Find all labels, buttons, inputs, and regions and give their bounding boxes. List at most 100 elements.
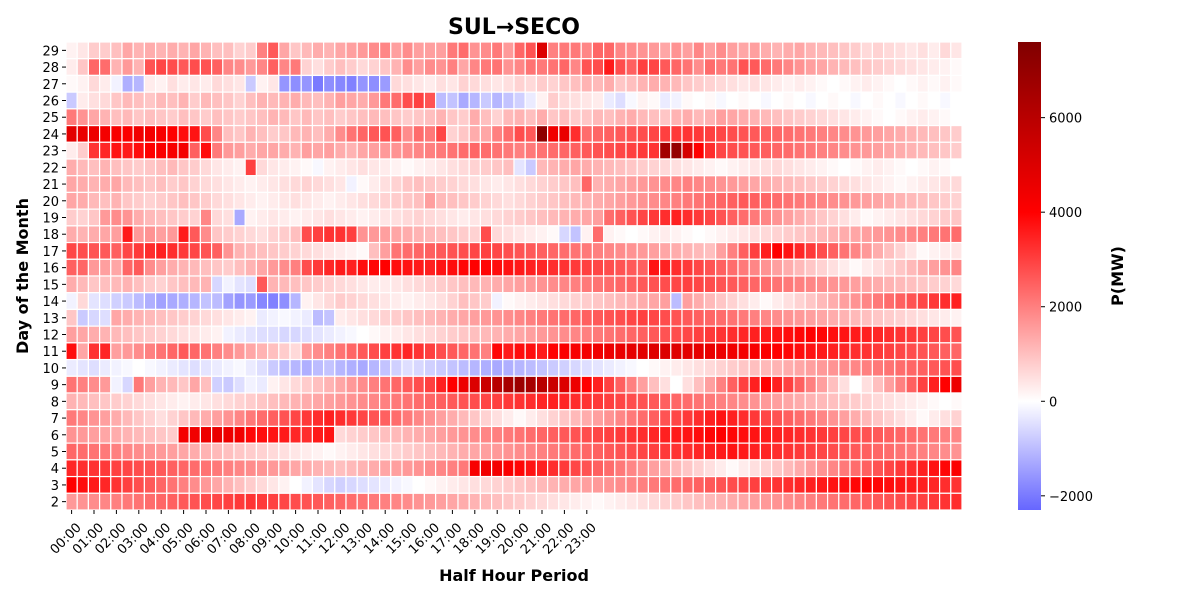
heatmap-cell [826, 208, 840, 227]
y-tick-label: 17 [42, 245, 59, 260]
heatmap-cell [950, 141, 963, 160]
heatmap-cell [793, 58, 806, 77]
heatmap-cell [625, 358, 638, 377]
heatmap-cell [367, 225, 381, 244]
heatmap-cell [401, 475, 414, 494]
heatmap-cell [390, 108, 403, 127]
heatmap-cell [132, 91, 145, 110]
heatmap-cell [401, 108, 414, 127]
heatmap-cell [233, 124, 246, 143]
heatmap-cell [255, 358, 269, 377]
heatmap-cell [479, 425, 493, 444]
heatmap-cell [916, 225, 930, 244]
heatmap-cell [289, 91, 302, 110]
heatmap-cell [938, 175, 952, 194]
heatmap-cell [737, 425, 750, 444]
heatmap-cell [905, 225, 918, 244]
heatmap-cell [401, 208, 414, 227]
heatmap-cell [726, 91, 739, 110]
heatmap-cell [233, 175, 246, 194]
heatmap-cell [491, 308, 504, 327]
heatmap-cell [65, 275, 78, 294]
heatmap-cell [289, 141, 302, 160]
heatmap-cell [681, 292, 694, 311]
heatmap-cell [457, 141, 470, 160]
heatmap-cell [860, 191, 874, 210]
heatmap-cell [681, 124, 694, 143]
heatmap-cell [513, 108, 526, 127]
heatmap-cell [199, 225, 213, 244]
heatmap-cell [491, 91, 504, 110]
heatmap-cell [199, 275, 213, 294]
heatmap-cell [726, 58, 739, 77]
heatmap-cell [76, 475, 89, 494]
heatmap-cell [244, 41, 257, 60]
heatmap-cell [379, 325, 392, 344]
heatmap-cell [401, 141, 414, 160]
heatmap-cell [838, 124, 851, 143]
heatmap-cell [938, 208, 952, 227]
heatmap-cell [143, 492, 157, 511]
heatmap-cell [110, 459, 123, 478]
heatmap-cell [267, 475, 280, 494]
heatmap-cell [927, 241, 941, 260]
heatmap-cell [546, 325, 560, 344]
heatmap-cell [737, 124, 750, 143]
heatmap-cell [233, 41, 246, 60]
heatmap-cell [211, 292, 224, 311]
heatmap-cell [714, 241, 728, 260]
heatmap-cell [289, 124, 302, 143]
heatmap-cell [759, 208, 773, 227]
heatmap-cell [636, 342, 650, 361]
heatmap-cell [255, 124, 269, 143]
heatmap-cell [580, 241, 594, 260]
heatmap-cell [826, 409, 840, 428]
heatmap-cell [591, 208, 605, 227]
heatmap-cell [311, 74, 325, 93]
heatmap-cell [950, 492, 963, 511]
heatmap-cell [401, 58, 414, 77]
y-tick-label: 8 [51, 395, 59, 410]
heatmap-cell [244, 325, 257, 344]
heatmap-cell [793, 175, 806, 194]
heatmap-cell [143, 358, 157, 377]
heatmap-cell [591, 425, 605, 444]
heatmap-cell [770, 241, 784, 260]
heatmap-cell [177, 409, 190, 428]
heatmap-cell [759, 124, 773, 143]
heatmap-cell [401, 325, 414, 344]
heatmap-cell [423, 108, 437, 127]
heatmap-cell [815, 292, 829, 311]
heatmap-cell [267, 225, 280, 244]
heatmap-cell [233, 342, 246, 361]
heatmap-cell [255, 275, 269, 294]
heatmap-cell [804, 241, 818, 260]
heatmap-cell [300, 409, 314, 428]
heatmap-cell [166, 124, 179, 143]
heatmap-cell [625, 475, 638, 494]
heatmap-cell [491, 225, 504, 244]
heatmap-cell [401, 292, 414, 311]
heatmap-cell [222, 292, 235, 311]
heatmap-cell [278, 91, 291, 110]
heatmap-cell [110, 275, 123, 294]
heatmap-cell [98, 492, 112, 511]
heatmap-cell [804, 258, 818, 277]
heatmap-cell [367, 258, 381, 277]
heatmap-cell [334, 442, 347, 461]
heatmap-cell [546, 308, 560, 327]
heatmap-cell [569, 275, 582, 294]
colorbar-tick-label: 6000 [1049, 112, 1082, 127]
heatmap-cell [379, 175, 392, 194]
heatmap-cell [849, 292, 862, 311]
heatmap-cell [726, 442, 739, 461]
heatmap-cell [479, 58, 493, 77]
heatmap-cell [658, 241, 672, 260]
heatmap-cell [379, 358, 392, 377]
heatmap-cell [267, 241, 280, 260]
heatmap-cell [166, 108, 179, 127]
heatmap-cell [323, 392, 336, 411]
heatmap-cell [446, 258, 459, 277]
heatmap-cell [602, 91, 616, 110]
heatmap-cell [950, 292, 963, 311]
